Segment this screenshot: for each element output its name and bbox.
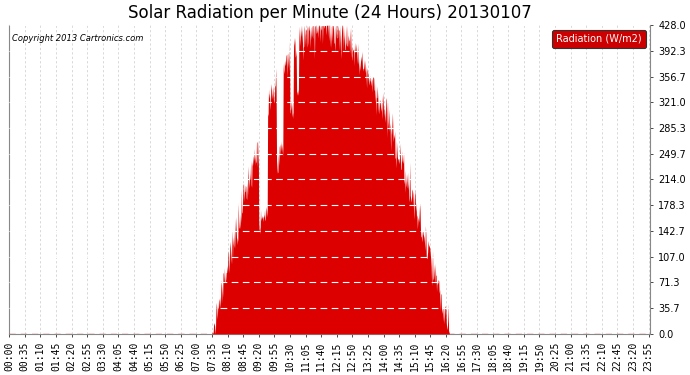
Title: Solar Radiation per Minute (24 Hours) 20130107: Solar Radiation per Minute (24 Hours) 20… [128,4,532,22]
Legend: Radiation (W/m2): Radiation (W/m2) [552,30,646,48]
Text: Copyright 2013 Cartronics.com: Copyright 2013 Cartronics.com [12,34,144,44]
